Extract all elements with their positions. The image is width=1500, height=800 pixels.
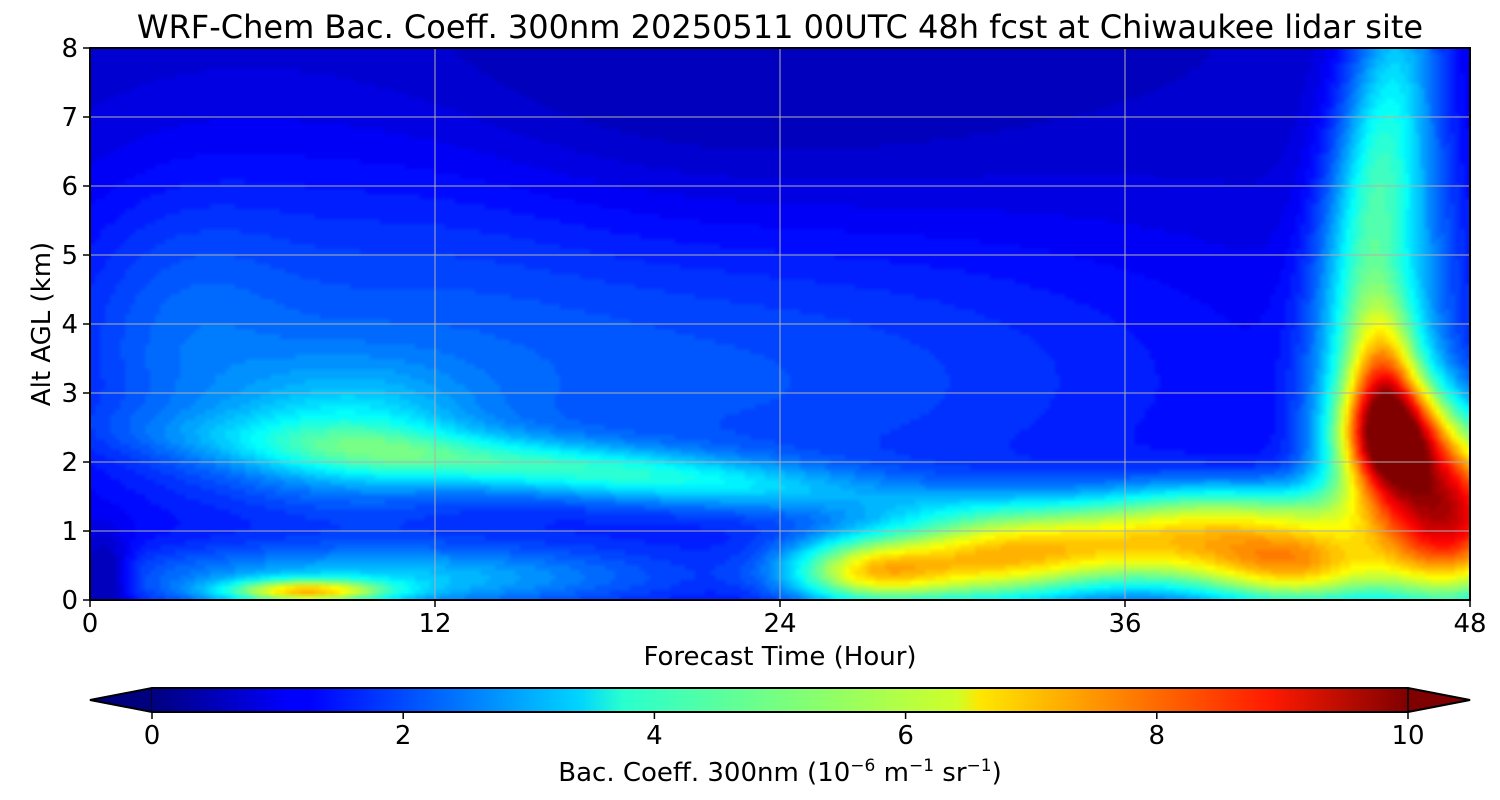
colorbar-extend-min	[89, 687, 153, 713]
chart-title: WRF-Chem Bac. Coeff. 300nm 20250511 00UT…	[137, 8, 1423, 46]
colorbar-tick-label: 10	[1391, 721, 1424, 751]
colorbar-extend-max	[1407, 687, 1471, 713]
y-tick-label: 3	[61, 379, 78, 409]
y-tick-label: 1	[61, 517, 78, 547]
x-tick-label: 12	[418, 609, 451, 639]
y-tick-label: 5	[61, 241, 78, 271]
y-axis-label: Alt AGL (km)	[27, 242, 57, 406]
colorbar-label: Bac. Coeff. 300nm (10−6 m−1 sr−1)	[558, 756, 1001, 788]
x-tick-label: 48	[1453, 609, 1486, 639]
x-tick-label: 0	[82, 609, 99, 639]
colorbar-body	[152, 688, 1408, 712]
y-tick-label: 0	[61, 586, 78, 616]
colorbar: 0 2 4 6 8 10 Bac. Coeff. 300nm (10−6 m−1 sr−1…	[89, 687, 1471, 788]
y-tick-label: 4	[61, 310, 78, 340]
colorbar-tick-label: 4	[646, 721, 663, 751]
colorbar-tick-label: 0	[144, 721, 161, 751]
x-axis-label: Forecast Time (Hour)	[643, 642, 916, 672]
y-tick-label: 7	[61, 103, 78, 133]
y-tick-label: 2	[61, 448, 78, 478]
x-tick-label: 24	[763, 609, 796, 639]
y-tick-label: 8	[61, 34, 78, 64]
x-tick-label: 36	[1108, 609, 1141, 639]
x-axis-ticks: 0 12 24 36 48	[82, 600, 1487, 639]
colorbar-ticks: 0 2 4 6 8 10	[144, 712, 1425, 751]
colorbar-tick-label: 6	[897, 721, 914, 751]
y-tick-label: 6	[61, 172, 78, 202]
y-axis-ticks: 0 1 2 3 4 5 6 7 8	[61, 34, 90, 616]
colorbar-tick-label: 2	[395, 721, 412, 751]
colorbar-tick-label: 8	[1149, 721, 1166, 751]
